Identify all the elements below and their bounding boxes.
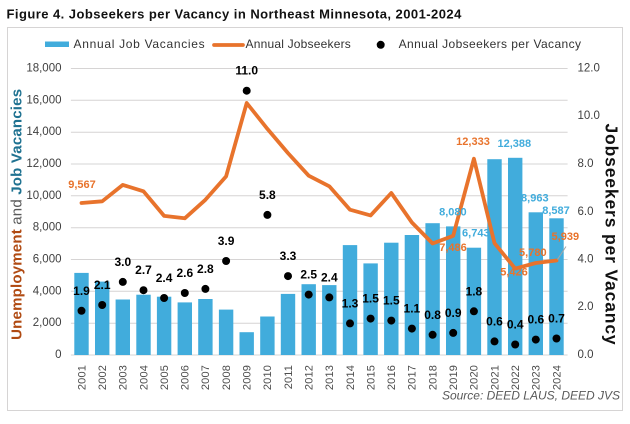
svg-text:4,000: 4,000 — [33, 285, 62, 297]
svg-text:8,587: 8,587 — [542, 205, 570, 217]
svg-text:2013: 2013 — [324, 365, 336, 390]
svg-text:Figure 4. Jobseekers per Vacan: Figure 4. Jobseekers per Vacancy in Nort… — [7, 7, 463, 22]
svg-text:1.9: 1.9 — [73, 284, 90, 298]
svg-text:2002: 2002 — [97, 365, 109, 390]
svg-text:11.0: 11.0 — [235, 64, 258, 78]
svg-text:2016: 2016 — [386, 365, 398, 390]
svg-text:12,388: 12,388 — [497, 138, 531, 150]
svg-text:10,000: 10,000 — [26, 190, 61, 202]
svg-text:2011: 2011 — [283, 365, 295, 389]
svg-text:0: 0 — [55, 349, 61, 361]
svg-text:2009: 2009 — [242, 365, 254, 390]
svg-text:6.0: 6.0 — [578, 206, 594, 218]
svg-text:14,000: 14,000 — [26, 126, 61, 138]
svg-text:0.4: 0.4 — [507, 318, 524, 332]
svg-text:0.6: 0.6 — [527, 313, 544, 327]
svg-text:1.8: 1.8 — [466, 284, 483, 298]
svg-text:2015: 2015 — [365, 365, 377, 390]
svg-text:1.1: 1.1 — [404, 302, 421, 316]
svg-text:0.8: 0.8 — [424, 308, 441, 322]
svg-text:2019: 2019 — [448, 365, 460, 390]
svg-text:5,780: 5,780 — [519, 247, 547, 259]
svg-text:Source: DEED LAUS, DEED JVS: Source: DEED LAUS, DEED JVS — [442, 389, 620, 403]
svg-text:4.0: 4.0 — [578, 254, 594, 266]
svg-text:2004: 2004 — [138, 365, 150, 390]
svg-text:2.8: 2.8 — [197, 262, 214, 276]
svg-text:2010: 2010 — [262, 365, 274, 390]
svg-text:3.3: 3.3 — [280, 249, 297, 263]
svg-text:3.9: 3.9 — [218, 234, 235, 248]
svg-text:2.4: 2.4 — [321, 270, 338, 284]
svg-text:2014: 2014 — [345, 365, 357, 390]
svg-text:2024: 2024 — [551, 365, 563, 390]
svg-text:2017: 2017 — [407, 365, 419, 390]
svg-text:2001: 2001 — [76, 365, 88, 390]
svg-text:5,939: 5,939 — [552, 231, 580, 243]
svg-text:8,000: 8,000 — [33, 222, 62, 234]
svg-text:2008: 2008 — [221, 365, 233, 390]
svg-text:2.4: 2.4 — [156, 271, 173, 285]
svg-text:2006: 2006 — [180, 365, 192, 390]
svg-text:2.7: 2.7 — [135, 263, 152, 277]
svg-text:2023: 2023 — [531, 365, 543, 390]
svg-text:0.9: 0.9 — [445, 306, 462, 320]
svg-text:2.6: 2.6 — [176, 266, 193, 280]
svg-text:0.0: 0.0 — [578, 349, 594, 361]
svg-text:Annual Jobseekers per Vacancy: Annual Jobseekers per Vacancy — [399, 37, 582, 51]
svg-text:2020: 2020 — [469, 365, 481, 390]
svg-text:3.0: 3.0 — [114, 255, 131, 269]
svg-text:Jobseekers per Vacancy: Jobseekers per Vacancy — [601, 123, 621, 345]
svg-text:5,426: 5,426 — [500, 267, 528, 279]
svg-text:9,567: 9,567 — [68, 179, 96, 191]
svg-text:2.5: 2.5 — [300, 268, 317, 282]
svg-text:2022: 2022 — [510, 365, 522, 390]
svg-text:12,333: 12,333 — [456, 136, 490, 148]
svg-text:2012: 2012 — [304, 365, 316, 390]
svg-text:18,000: 18,000 — [26, 63, 61, 75]
svg-text:8,963: 8,963 — [521, 192, 549, 204]
svg-text:Annual Jobseekers: Annual Jobseekers — [246, 37, 351, 51]
svg-text:1.5: 1.5 — [362, 292, 379, 306]
svg-text:2021: 2021 — [489, 365, 501, 390]
svg-text:2007: 2007 — [200, 365, 212, 390]
svg-text:8.0: 8.0 — [578, 158, 594, 170]
svg-text:2,000: 2,000 — [33, 317, 62, 329]
svg-text:2.1: 2.1 — [94, 278, 111, 292]
svg-text:2003: 2003 — [118, 365, 130, 390]
svg-text:2005: 2005 — [159, 365, 171, 390]
svg-text:10.0: 10.0 — [578, 110, 600, 122]
svg-text:12,000: 12,000 — [26, 158, 61, 170]
svg-text:2.0: 2.0 — [578, 301, 594, 313]
svg-text:0.7: 0.7 — [548, 312, 565, 326]
svg-text:6,000: 6,000 — [33, 254, 62, 266]
svg-text:1.5: 1.5 — [383, 294, 400, 308]
svg-text:7,486: 7,486 — [439, 242, 467, 254]
svg-text:6,743: 6,743 — [462, 228, 490, 240]
svg-text:0.6: 0.6 — [486, 314, 503, 328]
svg-text:1.3: 1.3 — [342, 296, 359, 310]
svg-text:8,080: 8,080 — [439, 206, 467, 218]
svg-text:16,000: 16,000 — [26, 94, 61, 106]
svg-text:Annual Job Vacancies: Annual Job Vacancies — [74, 37, 206, 51]
svg-text:Unemployment and Job Vacancies: Unemployment and Job Vacancies — [9, 89, 26, 340]
svg-text:2018: 2018 — [427, 365, 439, 390]
svg-text:5.8: 5.8 — [259, 188, 276, 202]
svg-text:12.0: 12.0 — [578, 63, 600, 75]
